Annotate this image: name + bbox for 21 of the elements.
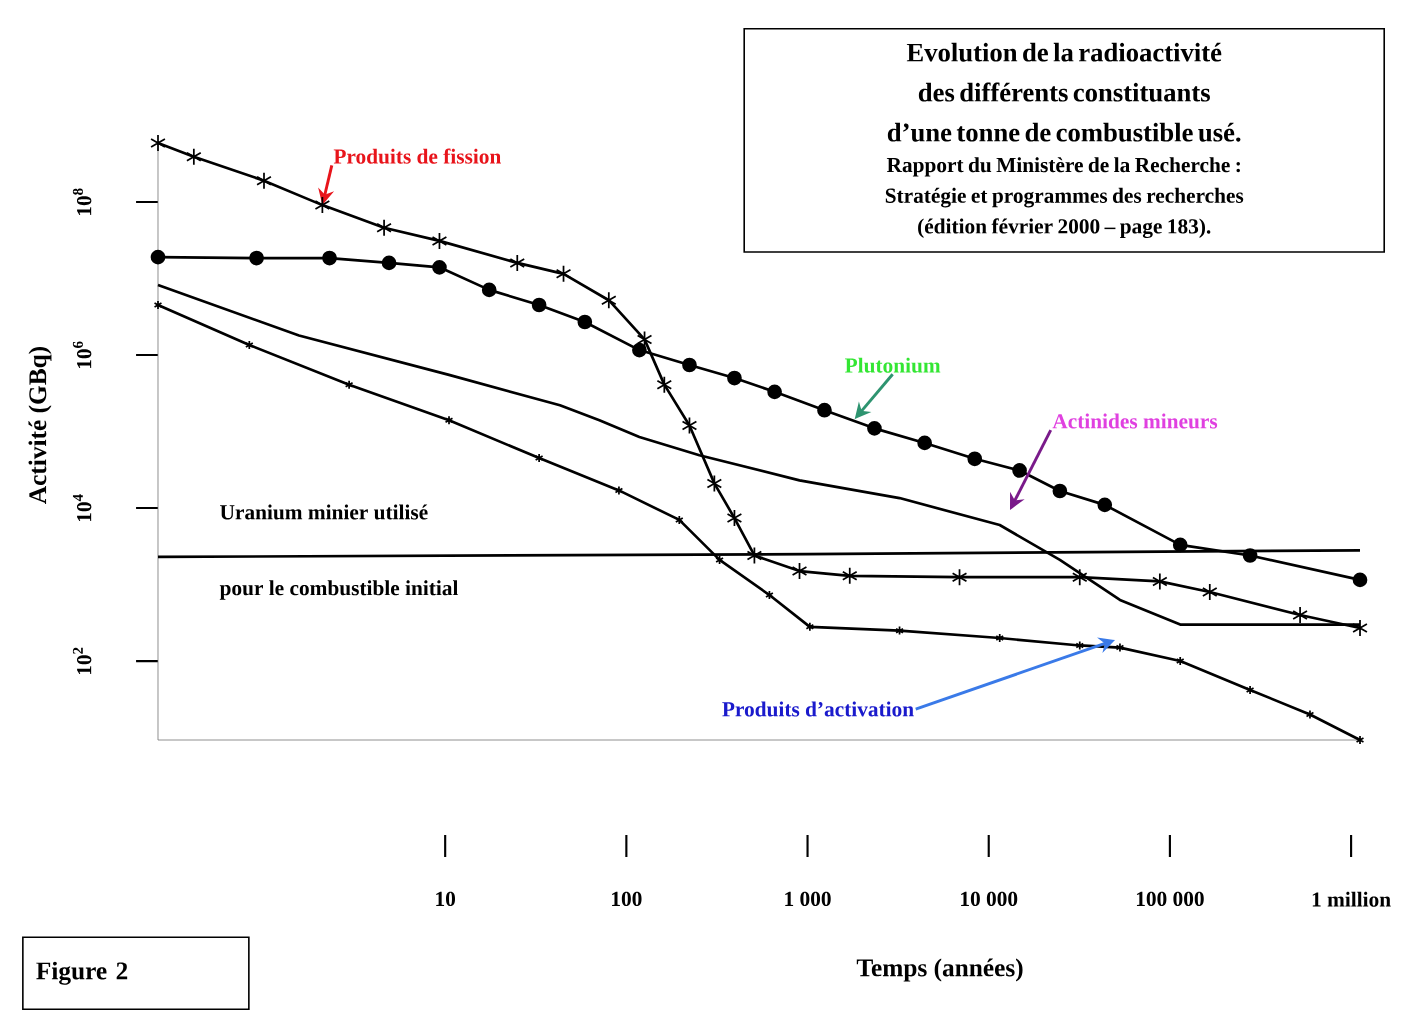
annotation: Plutonium [845, 357, 941, 373]
x-tick-label: 100 [612, 891, 642, 907]
annotation: Produits de fission [333, 148, 501, 164]
x-tick-label: 100 000 [1136, 891, 1204, 907]
annotation: Produits d’activation [722, 701, 914, 717]
x-tick-label: 10 000 [961, 891, 1018, 907]
chart-title: Evolution de la radioactivité des différents constituants d’une tonne de combustible usé. [887, 42, 1241, 142]
x-tick-label: 1 000 [785, 891, 831, 907]
text: Rapport du Ministère de la Recherche : Stratégie et programmes des recherches (édition février 2000 – page 183). [885, 157, 1244, 239]
x-axis-title: Temps (années) [856, 958, 1023, 982]
y-tick-label: 10$^{6}$ [72, 341, 92, 369]
y-tick-label: 10$^{2}$ [72, 647, 92, 675]
y-tick-label: 10$^{4}$ [72, 494, 92, 522]
caption: Figure 2 [36, 961, 128, 985]
x-tick-label: 1 million [1312, 891, 1391, 907]
annotation: Actinides mineurs [1052, 413, 1218, 429]
y-axis-title: Activité (GBq) [28, 346, 52, 504]
annotation: Uranium minier utilisé [220, 504, 428, 520]
y-tick-label: 10$^{8}$ [72, 188, 92, 215]
annotation: pour le combustible initial [219, 580, 459, 600]
x-tick-label: 10 [436, 891, 456, 907]
